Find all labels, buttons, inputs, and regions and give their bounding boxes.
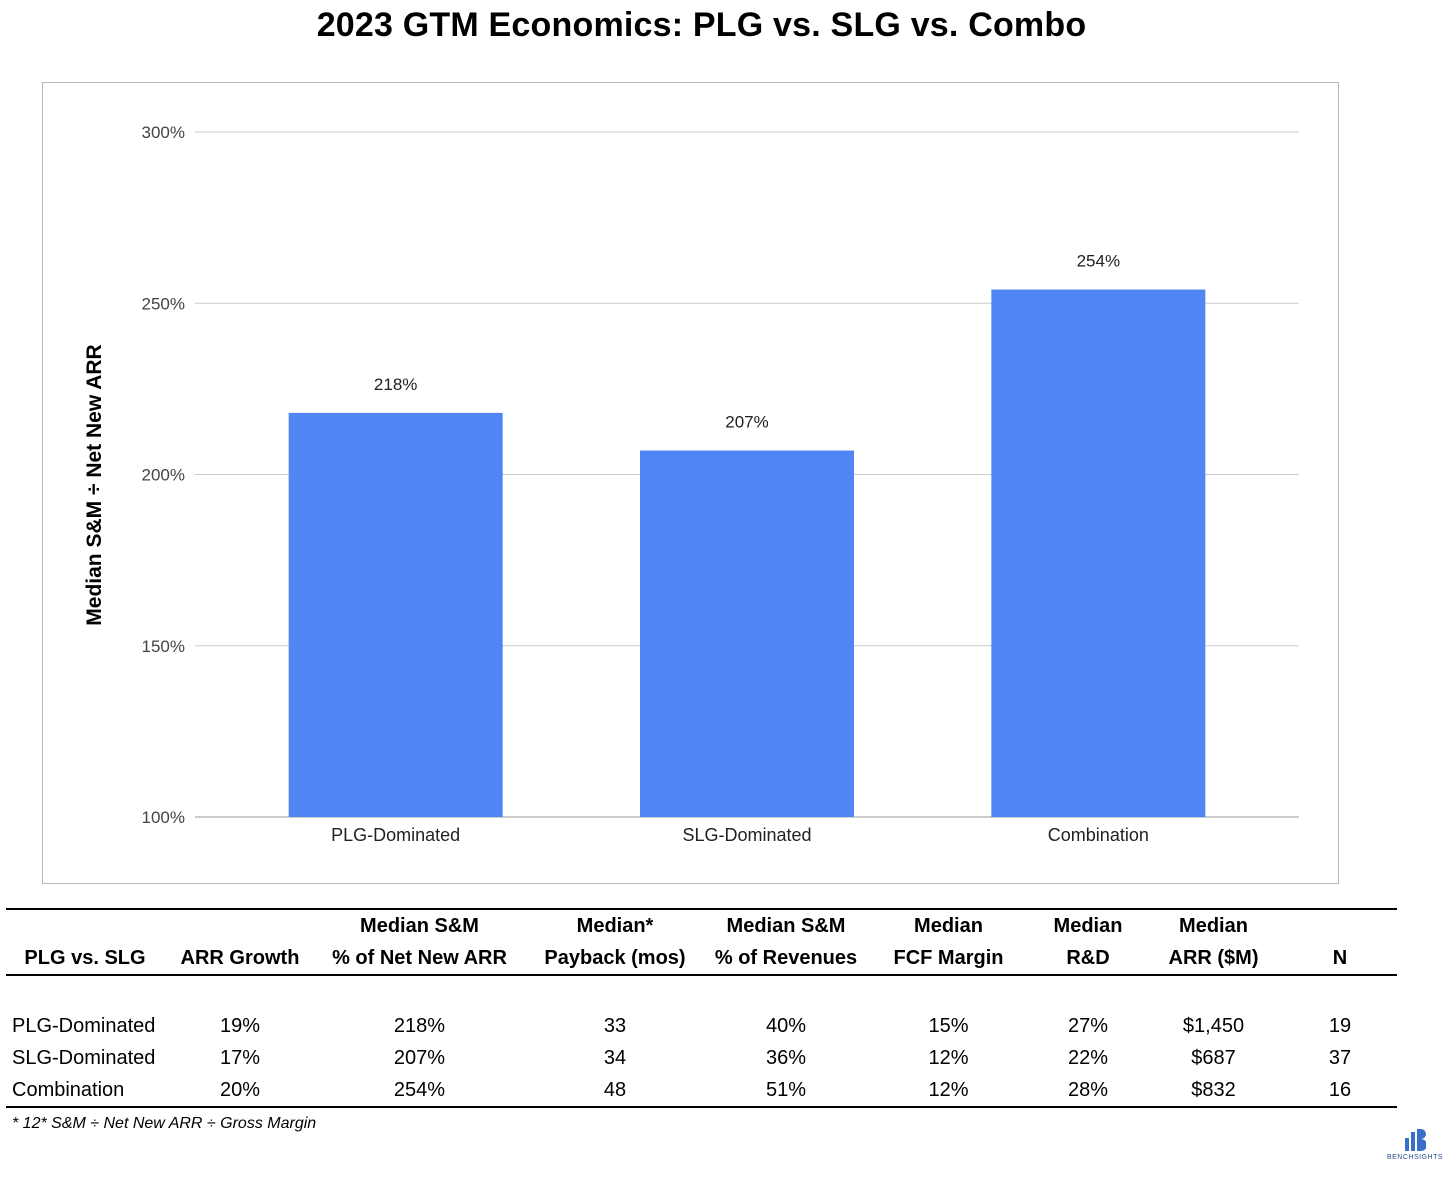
- x-tick-label: Combination: [1048, 825, 1149, 845]
- chart-frame: [42, 82, 1339, 884]
- x-tick-label: SLG-Dominated: [682, 825, 811, 845]
- table-cell: 19: [1328, 1015, 1352, 1037]
- table-row: SLG-Dominated 17% 207% 34 36% 12% 22% $6…: [6, 1042, 1397, 1074]
- header-cell: Median ARR ($M): [1168, 915, 1259, 969]
- y-tick-label: 100%: [142, 808, 185, 827]
- header-cell: Median* Payback (mos): [544, 915, 686, 969]
- table-cell: 12%: [928, 1047, 969, 1069]
- table-cell: 34: [603, 1047, 627, 1069]
- y-tick-label: 150%: [142, 637, 185, 656]
- table-cell: 15%: [928, 1015, 969, 1037]
- table-cell: $832: [1191, 1079, 1236, 1101]
- bar: [288, 412, 503, 817]
- table-cell: $687: [1191, 1047, 1236, 1069]
- header-cell: Median S&M % of Revenues: [714, 915, 858, 969]
- table-cell: 19%: [219, 1015, 261, 1037]
- header-cell: Median S&M % of Net New ARR: [332, 915, 507, 969]
- bars: [288, 289, 1206, 817]
- table-cell: 27%: [1067, 1015, 1109, 1037]
- bar: [640, 450, 854, 817]
- benchsights-logo: BENCHSIGHTS: [1384, 1128, 1446, 1168]
- bar-data-label: 207%: [725, 413, 768, 432]
- chart-title: 2023 GTM Economics: PLG vs. SLG vs. Comb…: [316, 6, 1087, 44]
- table-cell: 48: [603, 1079, 627, 1101]
- bar-data-label: 218%: [374, 375, 417, 394]
- table-cell: 33: [603, 1015, 627, 1037]
- y-axis-label: Median S&M ÷ Net New ARR: [83, 344, 106, 625]
- bar-chart: 100% 150% 200% 250% 300% 218% 207% 254% PLG-Do…: [83, 123, 1299, 845]
- y-axis-ticks: 100% 150% 200% 250% 300%: [142, 123, 185, 827]
- y-tick-label: 300%: [142, 123, 185, 142]
- table-cell: 17%: [219, 1047, 261, 1069]
- bar-data-label: 254%: [1077, 252, 1120, 271]
- benchsights-logo-icon: [1405, 1129, 1426, 1151]
- header-cell: ARR Growth: [180, 947, 300, 969]
- table-cell: 254%: [393, 1079, 446, 1101]
- table-cell: 51%: [765, 1079, 807, 1101]
- table-cell: 37: [1328, 1047, 1352, 1069]
- metrics-table: PLG vs. SLG ARR Growth Median S&M % of N…: [6, 908, 1397, 1108]
- table-cell: 207%: [393, 1047, 446, 1069]
- table-cell: 12%: [928, 1079, 969, 1101]
- header-cell: N: [1332, 947, 1348, 969]
- table-row: Combination 20% 254% 48 51% 12% 28% $832…: [6, 1074, 1397, 1107]
- table-cell: 40%: [765, 1015, 807, 1037]
- table-row: PLG-Dominated 19% 218% 33 40% 15% 27% $1…: [6, 1010, 1397, 1042]
- header-cell: Median FCF Margin: [893, 915, 1004, 969]
- table-cell: 28%: [1067, 1079, 1109, 1101]
- table-cell: SLG-Dominated: [12, 1047, 156, 1069]
- table-cell: $1,450: [1182, 1015, 1245, 1037]
- table-cell: 20%: [219, 1079, 261, 1101]
- table-spacer-row: [6, 975, 1397, 1010]
- footnote: * 12* S&M ÷ Net New ARR ÷ Gross Margin: [12, 1115, 317, 1132]
- data-labels: 218% 207% 254%: [374, 252, 1120, 432]
- bar: [991, 289, 1206, 817]
- header-cell: Median R&D: [1053, 915, 1123, 969]
- y-tick-label: 200%: [142, 466, 185, 485]
- table-cell: 22%: [1067, 1047, 1109, 1069]
- logo-text: BENCHSIGHTS: [1386, 1154, 1444, 1161]
- table-header-row: PLG vs. SLG ARR Growth Median S&M % of N…: [6, 909, 1397, 975]
- x-axis-ticks: PLG-Dominated SLG-Dominated Combination: [331, 825, 1149, 845]
- table-cell: 16: [1328, 1079, 1352, 1101]
- x-tick-label: PLG-Dominated: [331, 825, 460, 845]
- table-cell: Combination: [12, 1079, 125, 1101]
- header-cell: PLG vs. SLG: [24, 947, 146, 969]
- y-tick-label: 250%: [142, 294, 185, 313]
- table-cell: 36%: [765, 1047, 807, 1069]
- table-cell: 218%: [393, 1015, 446, 1037]
- table-cell: PLG-Dominated: [12, 1015, 156, 1037]
